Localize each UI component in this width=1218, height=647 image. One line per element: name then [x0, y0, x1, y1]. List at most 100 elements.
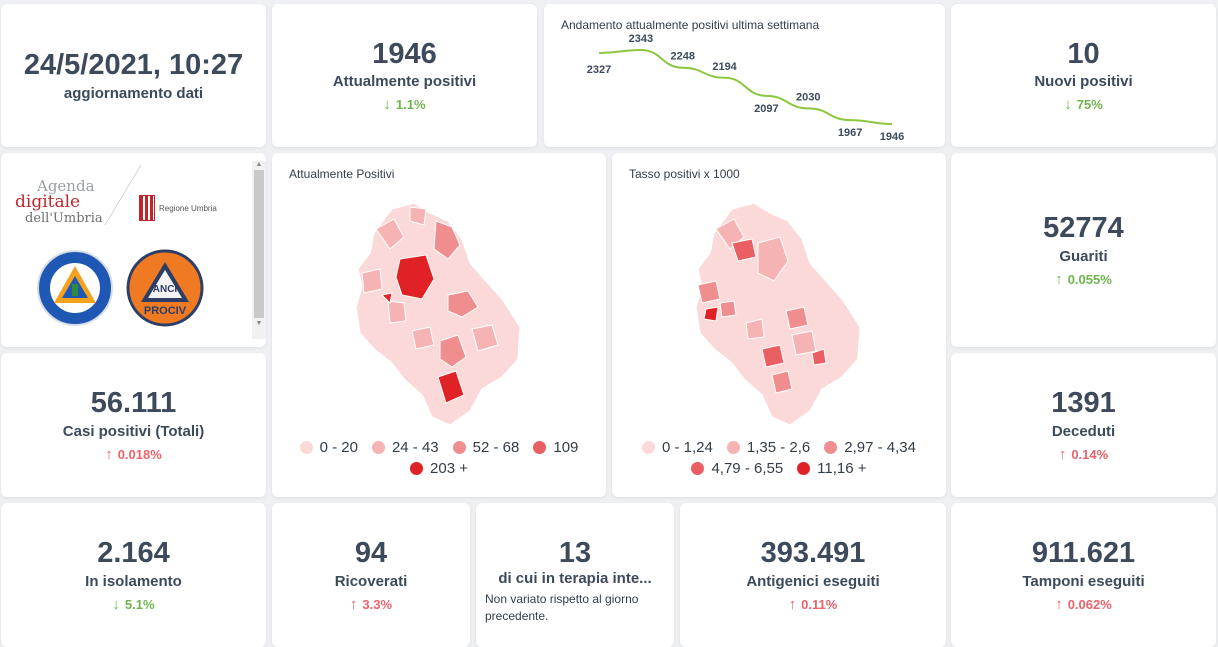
trend-chart: 2327 2343 2248 2194 2097 2030 1967 1946	[587, 33, 904, 143]
ricoverati-card[interactable]: 94 Ricoverati ↑ 3.3%	[272, 503, 470, 647]
ricoverati-value: 94	[354, 537, 388, 570]
trend-title: Andamento attualmente positivi ultima se…	[561, 18, 820, 32]
logo-divider	[104, 164, 142, 226]
guariti-label: Guariti	[1059, 247, 1108, 265]
legend-item: 4,79 - 6,55	[691, 460, 783, 477]
antigenici-label: Antigenici eseguiti	[746, 572, 880, 590]
trend-data-label: 1967	[838, 127, 862, 139]
tamponi-label: Tamponi eseguiti	[1022, 572, 1145, 590]
change-value: 0.055%	[1067, 271, 1112, 287]
map-tasso-legend: 0 - 1,24 1,35 - 2,6 2,97 - 4,34 4,79 - 6,55…	[612, 439, 946, 477]
trend-card[interactable]: Andamento attualmente positivi ultima se…	[544, 4, 945, 147]
isolamento-label: In isolamento	[85, 572, 182, 590]
arrow-down-icon: ↓	[383, 96, 391, 114]
ricoverati-label: Ricoverati	[334, 572, 408, 590]
arrow-up-icon: ↑	[1058, 445, 1067, 463]
tamponi-change: ↑ 0.062%	[1055, 596, 1112, 613]
legend-item: 2,97 - 4,34	[824, 439, 916, 456]
trend-data-label: 2030	[796, 91, 820, 103]
guariti-card[interactable]: 52774 Guariti ↑ 0.055%	[951, 153, 1216, 347]
legend-swatch-icon	[371, 441, 385, 454]
nuovi-positivi-card[interactable]: 10 Nuovi positivi ↓ 75%	[951, 4, 1216, 147]
nuovi-positivi-value: 10	[1067, 37, 1100, 70]
attualmente-positivi-change: ↓ 1.1%	[383, 96, 425, 113]
deceduti-card[interactable]: 1391 Deceduti ↑ 0.14%	[951, 353, 1216, 497]
legend-swatch-icon	[533, 441, 547, 454]
casi-totali-label: Casi positivi (Totali)	[62, 422, 205, 440]
legend-label: 11,16 +	[817, 460, 867, 477]
deceduti-value: 1391	[1051, 387, 1116, 420]
prociv-text: PROCIV	[144, 305, 187, 317]
legend-label: 2,97 - 4,34	[844, 439, 916, 456]
nuovi-positivi-label: Nuovi positivi	[1034, 73, 1133, 91]
legend-swatch-icon	[797, 462, 811, 475]
map-tasso-card[interactable]: Tasso positivi x 1000 0 - 1,24 1,35 - 2,6…	[612, 153, 946, 497]
update-label: aggiornamento dati	[63, 84, 204, 102]
scroll-down-icon[interactable]: ▼	[255, 320, 263, 327]
legend-item: 0 - 1,24	[642, 439, 713, 456]
protezione-civile-logo	[37, 250, 113, 326]
change-value: 0.018%	[117, 446, 162, 462]
legend-item: 109	[533, 439, 578, 456]
tamponi-card[interactable]: 911.621 Tamponi eseguiti ↑ 0.062%	[951, 503, 1216, 647]
legend-swatch-icon	[299, 441, 313, 454]
logos-card: Agenda digitale dell'Umbria Regione Umbr…	[1, 153, 266, 347]
legend-label: 1,35 - 2,6	[746, 439, 811, 456]
map-positivi-card[interactable]: Attualmente Positivi 0 - 20 24 - 43 52 - 6…	[272, 153, 606, 497]
trend-data-label: 1946	[880, 131, 904, 143]
antigenici-value: 393.491	[760, 537, 866, 570]
antigenici-change: ↑ 0.11%	[789, 596, 838, 613]
change-value: 0.11%	[801, 596, 838, 612]
trend-data-label: 2248	[670, 51, 694, 63]
change-value: 0.062%	[1067, 596, 1112, 612]
arrow-up-icon: ↑	[1055, 270, 1063, 288]
legend-label: 0 - 1,24	[662, 439, 713, 456]
agenda-line2: digitale	[15, 192, 81, 212]
arrow-down-icon: ↓	[1064, 96, 1072, 114]
scroll-up-icon[interactable]: ▲	[255, 161, 263, 168]
terapia-card[interactable]: 13 di cui in terapia inte... Non variato…	[476, 503, 674, 647]
guariti-change: ↑ 0.055%	[1055, 271, 1112, 288]
trend-line	[598, 48, 893, 125]
anci-prociv-logo: ANCI PROCIV	[126, 249, 204, 327]
arrow-up-icon: ↑	[105, 445, 113, 463]
regione-label: Regione Umbria	[159, 203, 217, 213]
casi-totali-card[interactable]: 56.111 Casi positivi (Totali) ↑ 0.018%	[1, 353, 266, 497]
legend-swatch-icon	[642, 441, 655, 454]
agenda-line3: dell'Umbria	[25, 210, 103, 226]
legend-item: 1,35 - 2,6	[726, 439, 811, 456]
change-value: 5.1%	[124, 596, 155, 612]
legend-swatch-icon	[452, 441, 466, 454]
change-value: 75%	[1076, 97, 1103, 113]
legend-swatch-icon	[824, 441, 838, 454]
arrow-up-icon: ↑	[1055, 595, 1063, 613]
terapia-value: 13	[558, 537, 592, 569]
isolamento-value: 2.164	[97, 537, 170, 570]
tamponi-value: 911.621	[1031, 537, 1136, 570]
legend-label: 0 - 20	[319, 439, 358, 456]
trend-data-label: 2194	[712, 61, 737, 73]
scrollbar-thumb[interactable]	[254, 170, 264, 318]
legend-label: 203 +	[430, 460, 468, 477]
attualmente-positivi-value: 1946	[372, 37, 437, 70]
map-positivi-umbria[interactable]	[272, 191, 606, 431]
legend-item: 11,16 +	[797, 460, 867, 477]
logos-scrollbar[interactable]: ▲ ▼	[252, 161, 266, 339]
guariti-value: 52774	[1043, 212, 1124, 245]
legend-label: 4,79 - 6,55	[711, 460, 784, 477]
map-positivi-legend: 0 - 20 24 - 43 52 - 68 109 203 +	[272, 439, 606, 477]
trend-data-label: 2327	[587, 64, 611, 76]
attualmente-positivi-card[interactable]: 1946 Attualmente positivi ↓ 1.1%	[272, 4, 537, 147]
antigenici-card[interactable]: 393.491 Antigenici eseguiti ↑ 0.11%	[680, 503, 946, 647]
legend-item: 24 - 43	[371, 439, 439, 456]
legend-label: 109	[553, 439, 579, 456]
update-card: 24/5/2021, 10:27 aggiornamento dati	[1, 4, 266, 147]
terapia-note: Non variato rispetto al giorno precedent…	[485, 592, 639, 623]
legend-swatch-icon	[410, 462, 424, 475]
legend-swatch-icon	[691, 462, 705, 475]
legend-item: 52 - 68	[452, 439, 519, 456]
arrow-down-icon: ↓	[112, 595, 120, 613]
legend-swatch-icon	[726, 441, 740, 454]
map-tasso-umbria[interactable]	[612, 191, 946, 431]
isolamento-card[interactable]: 2.164 In isolamento ↓ 5.1%	[1, 503, 266, 647]
